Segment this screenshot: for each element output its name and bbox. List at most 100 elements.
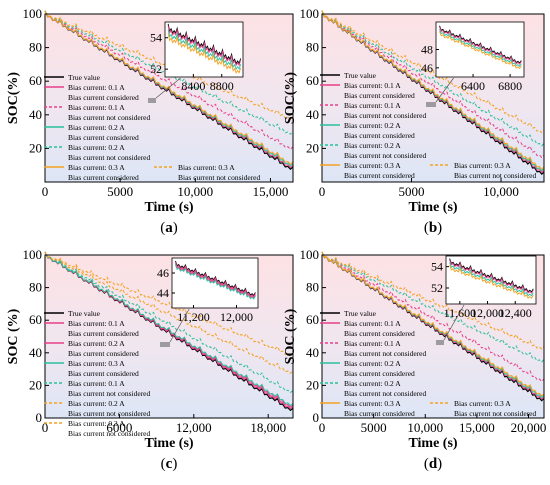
chart-panel-4: 0 5000 10,000 15,000 20,000 0 20 40 60 80 100 Time … xyxy=(283,247,546,472)
y-tick-label: 100 xyxy=(23,247,43,262)
inset-y-tick-label: 46 xyxy=(421,61,433,75)
legend-label: Bias current considered xyxy=(68,93,139,102)
y-tick-label: 20 xyxy=(29,377,42,392)
y-tick-label: 80 xyxy=(306,40,319,55)
legend-label: Bias current: 0.1 A xyxy=(68,379,125,388)
legend-label: True value xyxy=(68,73,101,82)
legend-label: Bias current not considered xyxy=(68,429,151,438)
legend-label: Bias current not considered xyxy=(68,113,151,122)
chart-panel-1: 0 5000 10,000 15,000 20 40 60 80 100 Time (s) SOC(… xyxy=(6,6,294,236)
x-tick-label: 15,000 xyxy=(459,420,495,435)
inset-series-line xyxy=(449,259,534,294)
series-line-3 xyxy=(321,10,545,159)
legend-label: Bias current: 0.3 A xyxy=(344,161,401,170)
x-axis-label: Time (s) xyxy=(144,436,193,451)
x-tick-label: 5000 xyxy=(361,420,387,435)
inset-x-tick-label: 6800 xyxy=(498,79,522,93)
inset-y-tick-label: 52 xyxy=(431,281,443,295)
series-line-3 xyxy=(44,10,294,150)
legend-label: Bias current: 0.2 A xyxy=(344,379,401,388)
y-tick-label: 20 xyxy=(306,140,319,155)
legend-label: Bias current: 0.2 A xyxy=(344,121,401,130)
legend-label: Bias current: 0.2 A xyxy=(68,123,125,132)
inset-x-tick-label: 6400 xyxy=(461,79,485,93)
y-tick-label: 40 xyxy=(29,345,42,360)
inset-x-tick-label: 12,400 xyxy=(499,306,532,320)
legend-label: Bias current not considered xyxy=(68,389,151,398)
zoom-pointer xyxy=(169,308,190,343)
inset-chart: 11,200 12,000 44 46 xyxy=(157,257,259,324)
legend-label: Bias current: 0.2 A xyxy=(68,143,125,152)
y-tick-label: 20 xyxy=(306,377,319,392)
inset-x-tick-label: 11,200 xyxy=(177,310,210,324)
inset-series-line xyxy=(175,260,256,297)
legend-label: Bias current not considered xyxy=(68,409,151,418)
legend-label: Bias current considered xyxy=(344,131,415,140)
y-tick-label: 20 xyxy=(29,140,42,155)
legend-label: Bias current: 0.3 A xyxy=(454,399,511,408)
legend-label: True value xyxy=(344,309,377,318)
inset-series-line xyxy=(167,33,242,74)
zoom-pointer xyxy=(435,77,454,103)
inset-x-tick-label: 8400 xyxy=(181,79,205,93)
legend-label: Bias current: 0.3 A xyxy=(178,163,235,172)
legend-label: Bias current: 0.3 A xyxy=(68,163,125,172)
x-tick-label: 5000 xyxy=(107,184,133,199)
series-line-5 xyxy=(44,251,294,394)
legend-label: Bias current: 0.1 A xyxy=(344,101,401,110)
y-tick-label: 0 xyxy=(36,410,43,425)
axes-frame xyxy=(321,13,545,183)
zoom-region xyxy=(426,102,436,107)
zoom-region xyxy=(148,98,156,103)
zoom-region xyxy=(160,342,170,347)
inset-series-line xyxy=(439,31,522,70)
y-tick-label: 100 xyxy=(300,6,320,21)
x-tick-label: 0 xyxy=(319,184,326,199)
series-line-5 xyxy=(321,251,545,363)
x-tick-label: 12,000 xyxy=(176,420,212,435)
legend-label: Bias current: 0.1 A xyxy=(68,83,125,92)
legend-label: Bias current: 0.1 A xyxy=(68,319,125,328)
x-axis-label: Time (s) xyxy=(408,200,457,215)
series-line-6 xyxy=(321,10,545,170)
y-tick-label: 60 xyxy=(29,73,42,88)
axes-frame xyxy=(44,13,294,183)
inset-series-line xyxy=(439,25,522,64)
inset-y-tick-label: 52 xyxy=(150,62,162,76)
inset-x-tick-label: 12,000 xyxy=(471,306,504,320)
inset-series-line xyxy=(167,29,242,71)
inset-y-tick-label: 44 xyxy=(157,286,169,300)
zoom-pointer xyxy=(443,304,465,341)
x-tick-label: 15,000 xyxy=(253,184,289,199)
legend-label: Bias current considered xyxy=(344,409,415,418)
x-tick-label: 0 xyxy=(319,420,326,435)
legend-label: True value xyxy=(68,309,101,318)
legend-label: Bias current not considered xyxy=(178,173,261,182)
axes-frame xyxy=(321,254,545,419)
x-tick-label: 10,000 xyxy=(407,420,443,435)
legend-label: Bias current not considered xyxy=(68,153,151,162)
inset-series-line xyxy=(175,263,256,299)
series-line-4 xyxy=(44,251,294,407)
legend-label: Bias current: 0.2 A xyxy=(68,339,125,348)
series-line-5 xyxy=(321,10,545,147)
axes-frame xyxy=(44,254,294,419)
inset-series-line xyxy=(167,25,242,67)
legend-label: Bias current considered xyxy=(68,349,139,358)
legend-label: Bias current: 0.1 A xyxy=(344,81,401,90)
panel-label: (a) xyxy=(160,220,178,236)
inset-series-line xyxy=(439,26,522,65)
y-tick-label: 80 xyxy=(29,40,42,55)
series-line-7 xyxy=(44,251,294,357)
inset-series-line xyxy=(175,264,256,300)
legend-label: Bias current: 0.1 A xyxy=(344,319,401,328)
y-axis-label: SOC(%) xyxy=(6,72,21,124)
legend-label: Bias current considered xyxy=(344,369,415,378)
zoom-region xyxy=(436,340,444,345)
y-tick-label: 60 xyxy=(29,312,42,327)
series-line-6 xyxy=(44,10,294,165)
